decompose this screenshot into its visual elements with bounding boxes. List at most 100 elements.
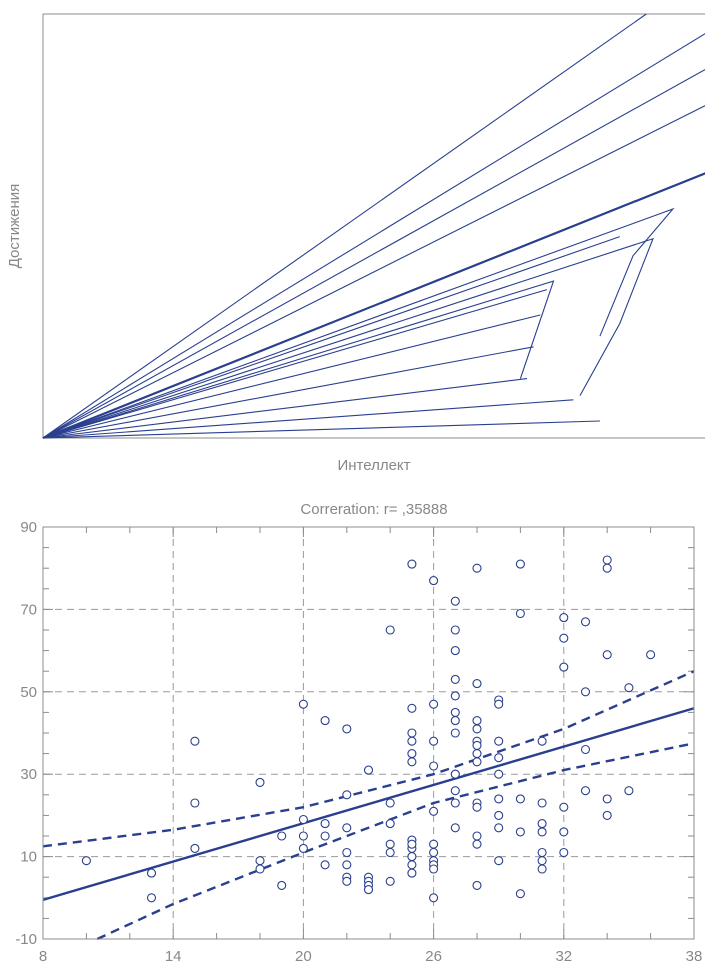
- scatter-point: [190, 798, 200, 808]
- fan-line-9: [42, 289, 548, 439]
- fan-line-8: [42, 280, 555, 439]
- scatter-point: [146, 868, 157, 878]
- scatter-point: [429, 736, 439, 746]
- scatter-point: [407, 839, 417, 849]
- scatter-point: [559, 802, 569, 812]
- scatter-point: [494, 810, 504, 820]
- scatter-point: [472, 740, 482, 750]
- chart1-xlabel: Интеллект: [337, 457, 410, 474]
- scatter-point: [407, 736, 417, 746]
- fan-line-5: [42, 172, 705, 440]
- scatter-point: [407, 860, 417, 870]
- scatter-point: [646, 650, 656, 660]
- scatter-chart: Correration: r= ,35888 8 14 20 26 32 38 -10 10 3…: [15, 501, 702, 965]
- chart2-plot-frame: [42, 526, 695, 940]
- x-tick-label: 26: [425, 948, 442, 965]
- scatter-point: [429, 847, 439, 858]
- fan-line-14: [42, 399, 574, 439]
- scatter-point: [342, 876, 352, 886]
- fan-line-4: [42, 105, 705, 439]
- scatter-point: [494, 753, 504, 763]
- y-tick-label: -10: [15, 931, 37, 948]
- chart2-title: Correration: r= ,35888: [300, 501, 447, 518]
- fan-line-12: [42, 378, 528, 439]
- scatter-point: [472, 802, 482, 812]
- scatter-point: [429, 864, 439, 874]
- scatter-point: [515, 559, 525, 569]
- scatter-point: [580, 617, 591, 627]
- x-tick-label: 38: [686, 948, 703, 965]
- scatter-point: [407, 703, 417, 713]
- scatter-point: [385, 839, 395, 849]
- scatter-point: [407, 559, 417, 569]
- confidence-lower-line: [96, 742, 695, 941]
- chart2-grid: [43, 527, 694, 939]
- scatter-point: [342, 790, 352, 800]
- chart2-confidence-bands: [42, 670, 695, 941]
- scatter-point: [363, 885, 374, 895]
- scatter-point: [472, 716, 482, 726]
- scatter-point: [407, 749, 417, 759]
- scatter-point: [450, 823, 460, 833]
- scatter-point: [450, 691, 460, 701]
- scatter-point: [624, 683, 634, 693]
- scatter-point: [494, 856, 504, 866]
- fan-line-11: [42, 346, 534, 439]
- scatter-point: [450, 646, 460, 656]
- scatter-point: [537, 798, 547, 808]
- scatter-point: [385, 847, 395, 858]
- scatter-point: [385, 819, 395, 829]
- scatter-point: [298, 843, 308, 853]
- scatter-point: [602, 563, 612, 573]
- scatter-point: [342, 860, 352, 870]
- scatter-point: [537, 864, 547, 874]
- scatter-point: [472, 724, 482, 734]
- scatter-point: [559, 633, 569, 643]
- scatter-point: [580, 786, 591, 796]
- scatter-point: [450, 769, 460, 779]
- x-tick-label: 8: [39, 948, 47, 965]
- scatter-point: [472, 839, 482, 849]
- fan-line-2: [42, 33, 705, 439]
- scatter-point: [515, 827, 525, 837]
- scatter-point: [407, 757, 417, 767]
- scatter-point: [450, 625, 460, 635]
- y-tick-label: 70: [20, 601, 37, 618]
- scatter-point: [494, 699, 504, 709]
- scatter-point: [81, 856, 91, 866]
- scatter-point: [255, 777, 265, 787]
- y-tick-label: 90: [20, 519, 37, 536]
- y-tick-label: 10: [20, 849, 37, 866]
- scatter-point: [385, 798, 395, 808]
- scatter-point: [515, 889, 525, 899]
- scatter-point: [429, 576, 439, 586]
- chart2-tick-labels: 8 14 20 26 32 38 -10 10 30 50 70 90: [15, 519, 702, 965]
- scatter-point: [450, 716, 460, 726]
- scatter-point: [494, 794, 504, 804]
- scatter-point: [429, 761, 439, 771]
- scatter-point: [342, 823, 352, 833]
- fan-line-15: [42, 420, 600, 439]
- scatter-point: [407, 728, 417, 738]
- scatter-point: [494, 823, 504, 833]
- chart2-points: [81, 555, 656, 903]
- scatter-point: [190, 736, 200, 746]
- scatter-point: [363, 765, 374, 775]
- scatter-point: [537, 819, 547, 829]
- scatter-point: [320, 716, 330, 726]
- chart1-series-group: [42, 13, 705, 440]
- scatter-point: [298, 831, 308, 841]
- scatter-point: [472, 831, 482, 841]
- scatter-point: [320, 819, 330, 829]
- scatter-point: [298, 814, 308, 825]
- chart1-ylabel: Достижения: [6, 184, 23, 269]
- regression-line: [42, 707, 695, 902]
- scatter-point: [429, 806, 439, 816]
- fan-line-3: [42, 69, 705, 439]
- scatter-point: [472, 880, 482, 890]
- fan-line-chart: Интеллект Достижения: [6, 13, 705, 474]
- scatter-point: [472, 757, 482, 767]
- scatter-point: [277, 831, 287, 841]
- scatter-point: [559, 847, 569, 858]
- x-tick-label: 32: [555, 948, 572, 965]
